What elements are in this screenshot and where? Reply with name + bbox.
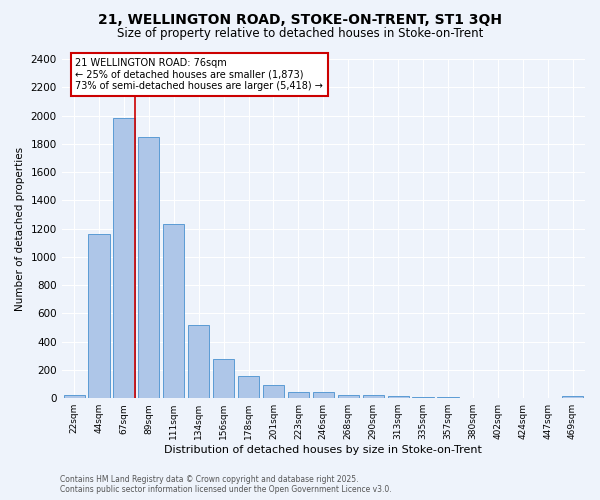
X-axis label: Distribution of detached houses by size in Stoke-on-Trent: Distribution of detached houses by size … — [164, 445, 482, 455]
Bar — [163, 224, 184, 398]
Bar — [213, 358, 234, 398]
Bar — [338, 396, 359, 398]
Bar — [288, 392, 309, 398]
Bar — [388, 396, 409, 398]
Text: 21, WELLINGTON ROAD, STOKE-ON-TRENT, ST1 3QH: 21, WELLINGTON ROAD, STOKE-ON-TRENT, ST1… — [98, 12, 502, 26]
Bar — [188, 324, 209, 398]
Bar — [113, 118, 134, 398]
Text: Size of property relative to detached houses in Stoke-on-Trent: Size of property relative to detached ho… — [117, 28, 483, 40]
Bar — [437, 397, 458, 398]
Bar — [238, 376, 259, 398]
Bar — [313, 392, 334, 398]
Bar — [64, 394, 85, 398]
Bar — [412, 397, 434, 398]
Text: 21 WELLINGTON ROAD: 76sqm
← 25% of detached houses are smaller (1,873)
73% of se: 21 WELLINGTON ROAD: 76sqm ← 25% of detac… — [76, 58, 323, 91]
Text: Contains HM Land Registry data © Crown copyright and database right 2025.
Contai: Contains HM Land Registry data © Crown c… — [60, 474, 392, 494]
Bar — [562, 396, 583, 398]
Bar — [138, 136, 160, 398]
Bar — [362, 396, 384, 398]
Bar — [263, 386, 284, 398]
Bar — [88, 234, 110, 398]
Y-axis label: Number of detached properties: Number of detached properties — [15, 146, 25, 310]
